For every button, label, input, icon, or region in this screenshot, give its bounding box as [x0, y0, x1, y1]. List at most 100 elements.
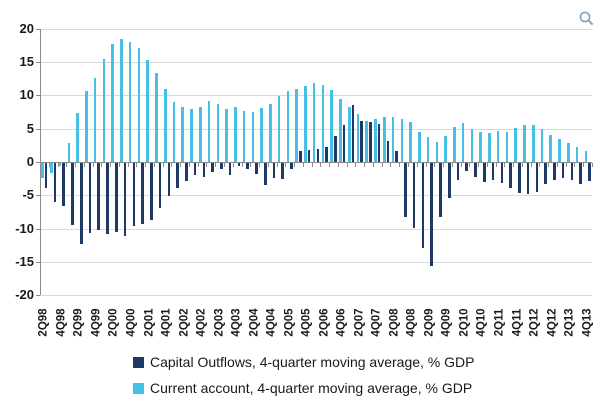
bar-capital-outflows-2Q01 [150, 163, 153, 220]
category-tick [267, 163, 269, 167]
bar-current-account-2Q00 [111, 44, 114, 162]
bar-current-account-2Q02 [181, 106, 185, 162]
y-axis-tick--10 [35, 228, 40, 230]
bar-current-account-2Q06 [321, 84, 325, 162]
bar-capital-outflows-3Q01 [158, 163, 162, 208]
bar-capital-outflows-4Q13 [588, 163, 591, 181]
x-axis-label-2Q13: 2Q13 [563, 308, 576, 337]
bar-capital-outflows-1Q08 [386, 141, 390, 162]
bar-current-account-2Q13 [566, 142, 570, 162]
bar-current-account-4Q07 [374, 119, 377, 162]
x-axis-label-2Q04: 2Q04 [248, 308, 261, 337]
bar-current-account-4Q00 [128, 42, 132, 162]
y-axis-label--15: -15 [15, 253, 34, 269]
bar-capital-outflows-1Q13 [561, 163, 565, 179]
gridline--5 [39, 195, 592, 197]
bar-current-account-4Q04 [269, 104, 272, 162]
y-axis-tick-0 [35, 162, 40, 163]
category-tick [101, 163, 103, 167]
bar-capital-outflows-2Q99 [79, 163, 83, 245]
category-tick [145, 163, 147, 167]
legend-item-current-account: Current account, 4-quarter moving averag… [133, 380, 472, 396]
category-tick [592, 163, 593, 167]
bar-capital-outflows-4Q01 [167, 163, 171, 197]
x-axis-label-2Q07: 2Q07 [353, 308, 366, 337]
category-tick [40, 163, 41, 167]
category-tick [259, 163, 261, 167]
bar-current-account-4Q08 [409, 122, 412, 162]
y-axis-label--10: -10 [15, 220, 34, 236]
category-tick [127, 163, 129, 167]
bar-capital-outflows-3Q10 [474, 163, 477, 177]
category-tick [469, 163, 471, 167]
x-axis-label-4Q13: 4Q13 [581, 308, 594, 337]
category-tick [57, 163, 59, 167]
bar-current-account-4Q03 [234, 107, 237, 162]
bar-current-account-2Q01 [146, 60, 150, 162]
bar-capital-outflows-2Q04 [255, 163, 258, 174]
x-axis-label-2Q09: 2Q09 [423, 308, 436, 337]
bar-current-account-1Q06 [312, 82, 316, 162]
category-tick [355, 163, 357, 167]
category-tick [66, 163, 68, 167]
x-axis-label-2Q10: 2Q10 [458, 308, 471, 337]
bar-capital-outflows-4Q07 [377, 124, 381, 162]
category-tick [583, 163, 585, 167]
bar-current-account-2Q09 [426, 137, 430, 162]
bar-current-account-3Q06 [330, 90, 334, 162]
bar-current-account-1Q11 [488, 133, 491, 162]
bar-capital-outflows-3Q05 [298, 150, 302, 162]
bar-capital-outflows-3Q04 [263, 163, 267, 185]
bar-current-account-3Q05 [295, 88, 298, 162]
bar-current-account-3Q12 [540, 129, 544, 162]
category-tick [110, 163, 112, 167]
category-tick [224, 163, 225, 167]
bar-capital-outflows-4Q08 [412, 163, 416, 228]
category-tick [364, 163, 366, 167]
category-tick [495, 163, 497, 167]
category-tick [92, 163, 94, 167]
category-tick [539, 163, 541, 167]
bar-current-account-4Q99 [93, 78, 97, 162]
bar-capital-outflows-1Q99 [71, 163, 74, 225]
bar-capital-outflows-2Q08 [395, 151, 398, 162]
y-axis-tick--5 [35, 195, 40, 197]
bar-current-account-3Q08 [400, 118, 404, 162]
category-tick [346, 163, 348, 167]
y-axis-label-10: 10 [19, 87, 34, 103]
category-tick [75, 163, 77, 167]
x-axis-label-4Q10: 4Q10 [475, 308, 488, 337]
category-tick [329, 163, 331, 167]
category-tick [504, 163, 506, 167]
bar-current-account-3Q98 [50, 163, 53, 173]
bar-capital-outflows-1Q04 [246, 163, 249, 169]
gridline-0 [39, 162, 592, 163]
capital-outflows-swatch [133, 356, 144, 368]
bar-current-account-1Q07 [347, 107, 351, 162]
bar-capital-outflows-3Q98 [53, 163, 57, 202]
x-axis-label-4Q02: 4Q02 [195, 308, 208, 337]
bar-capital-outflows-3Q11 [509, 163, 512, 189]
bar-capital-outflows-1Q02 [176, 163, 179, 189]
bar-current-account-2Q04 [251, 112, 255, 162]
bar-current-account-3Q02 [190, 108, 193, 162]
bar-capital-outflows-4Q10 [482, 163, 486, 182]
bar-current-account-3Q99 [85, 91, 88, 162]
gridline-15 [39, 62, 592, 64]
bar-capital-outflows-2Q09 [430, 163, 433, 267]
category-tick [180, 163, 182, 167]
bar-current-account-4Q01 [163, 88, 167, 162]
category-tick [302, 163, 304, 167]
x-axis-label-2Q05: 2Q05 [283, 308, 296, 337]
category-tick [285, 163, 287, 167]
bar-capital-outflows-1Q12 [526, 163, 530, 194]
category-tick [83, 163, 85, 167]
bar-capital-outflows-1Q11 [491, 163, 495, 181]
bar-capital-outflows-1Q09 [421, 163, 425, 249]
x-axis-label-2Q02: 2Q02 [178, 308, 191, 337]
x-axis-label-2Q99: 2Q99 [72, 308, 85, 337]
bar-current-account-4Q11 [514, 128, 518, 162]
category-tick [521, 163, 523, 167]
magnifier-zoom-icon[interactable] [578, 10, 595, 27]
